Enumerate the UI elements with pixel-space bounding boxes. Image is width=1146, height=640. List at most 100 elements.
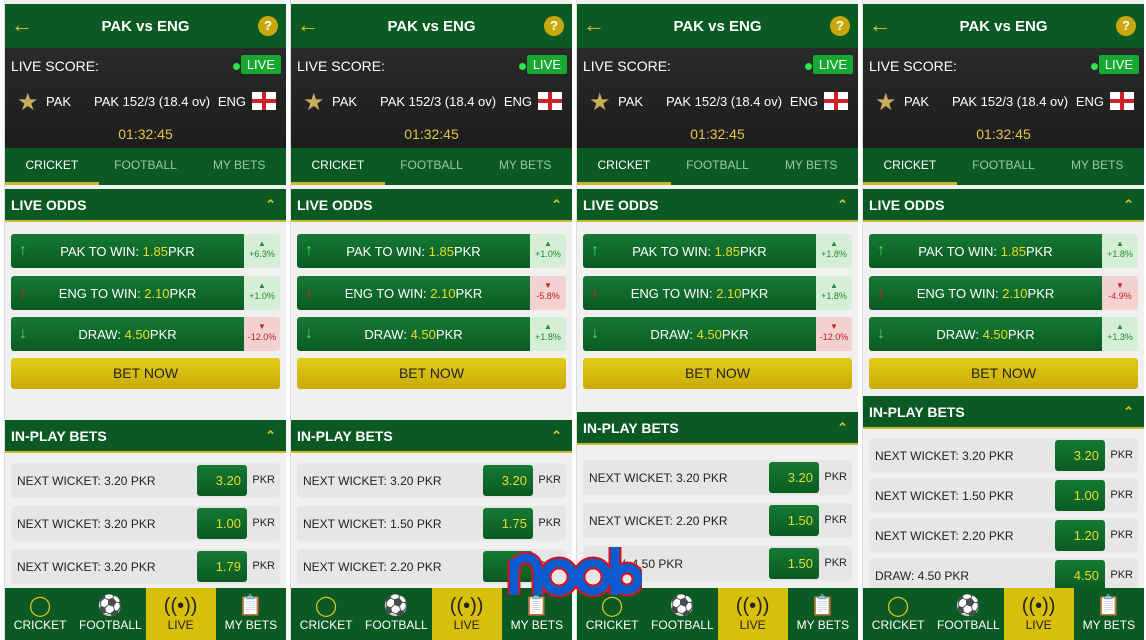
bet-odds-button[interactable]: 1.20 <box>1055 520 1105 551</box>
tab-football[interactable]: FOOTBALL <box>114 158 177 172</box>
odds-row[interactable]: ↓ ENG TO WIN: 2.10 PKR ▼ -4.9% <box>869 276 1138 310</box>
in-play-bet-row[interactable]: NEXT WICKET: 2.20 PKR 1.50 PKR <box>583 503 852 538</box>
tab-my-bets[interactable]: MY BETS <box>1070 158 1124 172</box>
trend-arrow-icon: ↓ <box>877 284 885 301</box>
bet-odds-button[interactable]: 1.00 <box>1055 480 1105 511</box>
nav-live[interactable]: ((•)) LIVE <box>431 588 502 640</box>
clipboard-icon: 📋 <box>238 595 264 617</box>
phone-screen: ← PAK vs ENG ? LIVE SCORE: LIVE ★ PAK PA… <box>290 0 572 640</box>
in-play-bets-header[interactable]: IN-PLAY BETS ⌃ <box>5 420 286 453</box>
chevron-up-icon[interactable]: ⌃ <box>1123 197 1134 212</box>
help-icon[interactable]: ? <box>258 16 278 36</box>
odds-row[interactable]: ↓ DRAW: 4.50 PKR ▲ +1.3% <box>869 317 1138 351</box>
chevron-up-icon[interactable]: ⌃ <box>837 197 848 212</box>
odds-row[interactable]: ↑ PAK TO WIN: 1.85 PKR ▲ +6.3% <box>11 234 280 268</box>
nav-my-bets[interactable]: 📋 MY BETS <box>216 588 286 640</box>
help-icon[interactable]: ? <box>544 16 564 36</box>
in-play-bet-row[interactable]: NEXT WICKET: 3.20 PKR 3.20 PKR <box>869 438 1138 473</box>
chevron-up-icon[interactable]: ⌃ <box>551 197 562 212</box>
tab-my-bets[interactable]: MY BETS <box>212 158 266 172</box>
odds-row[interactable]: ↑ PAK TO WIN: 1.85 PKR ▲ +1.8% <box>583 234 852 268</box>
tab-football[interactable]: FOOTBALL <box>686 158 749 172</box>
back-arrow-icon[interactable]: ← <box>297 12 319 37</box>
tab-cricket[interactable]: CRICKET <box>5 148 99 185</box>
bet-odds-button[interactable]: 3.20 <box>1055 440 1105 471</box>
bet-label: NEXT WICKET: 3.20 PKR <box>17 474 156 488</box>
chevron-up-icon[interactable]: ⌃ <box>265 197 276 212</box>
back-arrow-icon[interactable]: ← <box>869 12 891 37</box>
help-icon[interactable]: ? <box>1116 16 1136 36</box>
nav-my-bets[interactable]: 📋 MY BETS <box>1074 588 1144 640</box>
in-play-bet-row[interactable]: NEXT WICKET: 2.20 PKR PKR <box>297 549 566 584</box>
nav-football[interactable]: ⚽ FOOTBALL <box>75 588 145 640</box>
bet-odds-button[interactable]: 1.79 <box>197 551 247 582</box>
in-play-bet-row[interactable]: NEXT WICKET: 3.20 PKR 3.20 PKR <box>583 460 852 495</box>
nav-cricket[interactable]: ◯ CRICKET <box>5 588 75 640</box>
nav-football[interactable]: ⚽ FOOTBALL <box>933 588 1003 640</box>
odds-row[interactable]: ↓ ENG TO WIN: 2.10 PKR ▼ -5.8% <box>297 276 566 310</box>
help-icon[interactable]: ? <box>830 16 850 36</box>
nav-my-bets[interactable]: 📋 MY BETS <box>788 588 858 640</box>
tab-my-bets[interactable]: MY BETS <box>784 158 838 172</box>
tab-football[interactable]: FOOTBALL <box>400 158 463 172</box>
odds-row[interactable]: ↑ PAK TO WIN: 1.85 PKR ▲ +1.0% <box>297 234 566 268</box>
live-odds-header[interactable]: LIVE ODDS ⌃ <box>5 189 286 222</box>
live-odds-header[interactable]: LIVE ODDS ⌃ <box>863 189 1144 222</box>
in-play-bets-header[interactable]: IN-PLAY BETS ⌃ <box>863 396 1144 429</box>
live-odds-header[interactable]: LIVE ODDS ⌃ <box>577 189 858 222</box>
bet-odds-button[interactable]: 3.20 <box>483 465 533 496</box>
in-play-bet-row[interactable]: NEXT WICKET: 3.20 PKR 3.20 PKR <box>11 463 280 498</box>
bet-odds-button[interactable]: 4.50 <box>1055 560 1105 591</box>
live-odds-header[interactable]: LIVE ODDS ⌃ <box>291 189 572 222</box>
odds-row[interactable]: ↓ DRAW: 4.50 PKR ▼ -12.0% <box>11 317 280 351</box>
nav-football[interactable]: ⚽ FOOTBALL <box>361 588 431 640</box>
bet-now-button[interactable]: BET NOW <box>297 358 566 389</box>
bet-odds-button[interactable]: 1.00 <box>197 508 247 539</box>
bet-now-button[interactable]: BET NOW <box>583 358 852 389</box>
bet-odds-button[interactable]: 1.75 <box>483 508 533 539</box>
nav-cricket[interactable]: ◯ CRICKET <box>577 588 647 640</box>
odds-row[interactable]: ↓ ENG TO WIN: 2.10 PKR ▲ +1.0% <box>11 276 280 310</box>
back-arrow-icon[interactable]: ← <box>583 12 605 37</box>
nav-live[interactable]: ((•)) LIVE <box>717 588 788 640</box>
in-play-bet-row[interactable]: NEXT WICKET: 3.20 PKR 1.79 PKR <box>11 549 280 584</box>
chevron-up-icon[interactable]: ⌃ <box>551 428 562 443</box>
bet-odds-button[interactable] <box>483 551 533 582</box>
bet-now-button[interactable]: BET NOW <box>869 358 1138 389</box>
chevron-up-icon[interactable]: ⌃ <box>1123 404 1134 419</box>
chevron-up-icon[interactable]: ⌃ <box>837 420 848 435</box>
bet-odds-button[interactable]: 1.50 <box>769 505 819 536</box>
currency-label: PKR <box>252 560 275 572</box>
tab-football[interactable]: FOOTBALL <box>972 158 1035 172</box>
odds-row[interactable]: ↓ DRAW: 4.50 PKR ▼ -12.0% <box>583 317 852 351</box>
in-play-bets-header[interactable]: IN-PLAY BETS ⌃ <box>291 420 572 453</box>
nav-my-bets[interactable]: 📋 MY BETS <box>502 588 572 640</box>
odds-row[interactable]: ↓ ENG TO WIN: 2.10 PKR ▲ +1.8% <box>583 276 852 310</box>
nav-cricket[interactable]: ◯ CRICKET <box>863 588 933 640</box>
in-play-bet-row[interactable]: NEXT WICKET: 3.20 PKR 1.00 PKR <box>11 506 280 541</box>
odds-row[interactable]: ↑ PAK TO WIN: 1.85 PKR ▲ +1.8% <box>869 234 1138 268</box>
in-play-bet-row[interactable]: NEXT WICKET: 3.20 PKR 3.20 PKR <box>297 463 566 498</box>
in-play-bet-row[interactable]: NEXT WICKET: 1.50 PKR 1.00 PKR <box>869 478 1138 513</box>
in-play-bet-row[interactable]: NEXT WICKET: 1.50 PKR 1.75 PKR <box>297 506 566 541</box>
odds-row[interactable]: ↓ DRAW: 4.50 PKR ▲ +1.8% <box>297 317 566 351</box>
in-play-bet-row[interactable]: NEXT WICKET: 2.20 PKR 1.20 PKR <box>869 518 1138 553</box>
in-play-bets-header[interactable]: IN-PLAY BETS ⌃ <box>577 412 858 445</box>
tab-cricket[interactable]: CRICKET <box>577 148 671 185</box>
in-play-bet-row[interactable]: DRAW: 4.50 PKR 1.50 PKR <box>583 546 852 581</box>
bet-odds-button[interactable]: 3.20 <box>769 462 819 493</box>
chevron-up-icon[interactable]: ⌃ <box>265 428 276 443</box>
nav-live[interactable]: ((•)) LIVE <box>145 588 216 640</box>
nav-cricket[interactable]: ◯ CRICKET <box>291 588 361 640</box>
tab-my-bets[interactable]: MY BETS <box>498 158 552 172</box>
in-play-bet-row[interactable]: DRAW: 4.50 PKR 4.50 PKR <box>869 558 1138 593</box>
nav-live[interactable]: ((•)) LIVE <box>1003 588 1074 640</box>
bet-now-button[interactable]: BET NOW <box>11 358 280 389</box>
back-arrow-icon[interactable]: ← <box>11 12 33 37</box>
nav-football[interactable]: ⚽ FOOTBALL <box>647 588 717 640</box>
bet-odds-button[interactable]: 3.20 <box>197 465 247 496</box>
bet-odds-button[interactable]: 1.50 <box>769 548 819 579</box>
tab-cricket[interactable]: CRICKET <box>291 148 385 185</box>
tab-cricket[interactable]: CRICKET <box>863 148 957 185</box>
odds-value: 1.85 <box>428 243 454 259</box>
